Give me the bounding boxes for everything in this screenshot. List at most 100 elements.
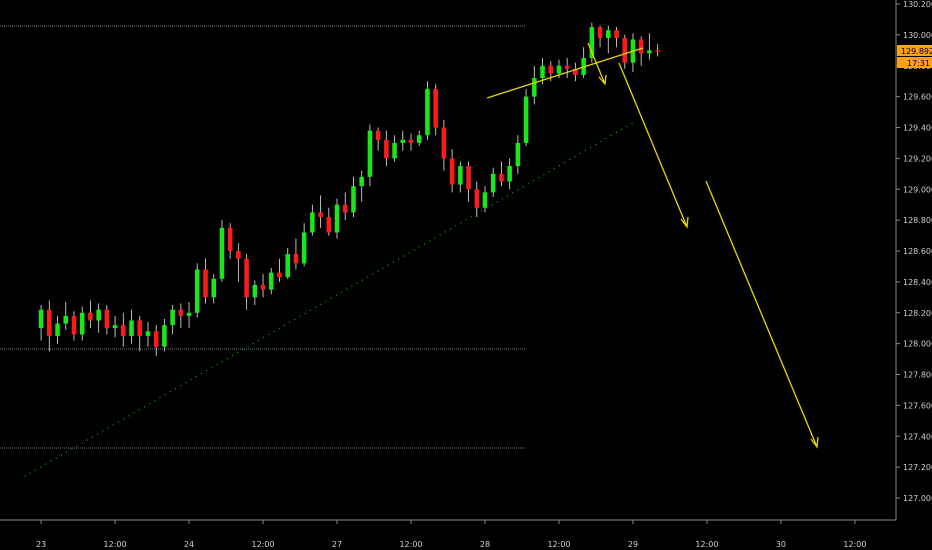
candle [564,58,570,79]
candle [96,303,101,333]
candle [293,238,299,270]
candle [573,62,578,82]
candle [392,135,397,162]
candle [186,301,192,329]
candle [474,181,480,218]
candle [63,301,69,330]
candle [277,258,282,282]
candle [351,176,356,218]
time-tick-label: 12:00 [104,540,127,549]
price-tick-label: 129.400 [903,124,932,133]
candle [655,44,660,57]
candle [425,81,430,140]
price-tick-label: 128.400 [903,278,932,287]
candle [38,305,44,341]
candle [638,36,644,66]
candle [408,133,414,151]
candle [301,223,307,267]
candle [79,306,85,341]
candle [112,315,118,338]
price-tick-label: 130.200 [903,0,932,9]
price-tick-label: 128.800 [903,216,932,225]
candle [252,280,258,306]
candle [162,318,167,352]
price-tick-label: 128.200 [903,309,932,318]
candle [310,204,315,236]
candle [458,161,463,193]
candle [244,254,249,310]
time-tick-label: 29 [628,540,638,549]
candle [384,130,389,167]
price-tick-label: 127.400 [903,432,932,441]
candle [523,88,529,147]
candle [170,305,175,335]
candle [145,322,151,347]
price-tick-label: 130.000 [903,31,932,40]
candle [507,158,512,190]
price-tick-label: 127.200 [903,463,932,472]
candle [359,170,364,202]
candle [178,303,184,329]
candle [466,161,471,202]
candle [482,186,488,213]
price-tick-label: 127.000 [903,494,932,503]
countdown-text: 17:31 [907,59,930,68]
forecast-arrow-1 [587,42,607,86]
candle [647,33,652,60]
time-tick-label: 23 [36,540,46,549]
candle [129,309,134,344]
candle [416,130,422,147]
candle [606,25,611,54]
candle [515,135,521,174]
last-price-text: 129.892 [901,47,932,56]
candle [219,220,225,282]
candle [71,311,77,341]
candle [326,207,332,236]
candle [47,300,52,352]
time-tick-label: 12:00 [252,540,275,549]
candle [441,119,447,171]
candle [55,315,60,344]
candle [285,247,290,279]
price-tick-label: 129.200 [903,154,932,163]
forecast-arrow-2 [618,62,689,229]
candle [269,267,274,295]
price-tick-label: 129.600 [903,93,932,102]
time-tick-label: 12:00 [399,540,422,549]
candle [449,149,455,193]
candles [38,22,660,356]
forecast-arrow-3 [705,180,819,449]
candle [153,325,159,356]
candle [211,274,216,304]
price-tick-label: 127.800 [903,371,932,380]
candle [589,22,595,63]
candle [597,25,603,48]
candle [400,130,406,151]
candle [367,124,373,187]
candle [433,84,438,136]
candle [490,167,496,197]
candle [532,65,537,105]
candle [342,192,348,221]
time-tick-label: 28 [480,540,490,549]
candle [227,223,233,259]
candle [195,263,200,318]
time-tick-label: 12:00 [843,540,866,549]
candle [121,312,126,347]
time-tick-label: 24 [184,540,194,549]
last-price-badge [897,45,932,56]
price-tick-label: 128.000 [903,340,932,349]
price-tick-label: 128.600 [903,247,932,256]
candle [203,258,208,304]
time-tick-label: 27 [332,540,342,549]
time-tick-label: 12:00 [695,540,718,549]
price-tick-label: 127.600 [903,401,932,410]
candle [375,127,381,151]
candle [137,315,143,352]
candle [260,274,266,298]
candle [334,198,340,239]
candle [614,27,619,48]
time-tick-label: 12:00 [547,540,570,549]
candle [88,300,93,329]
